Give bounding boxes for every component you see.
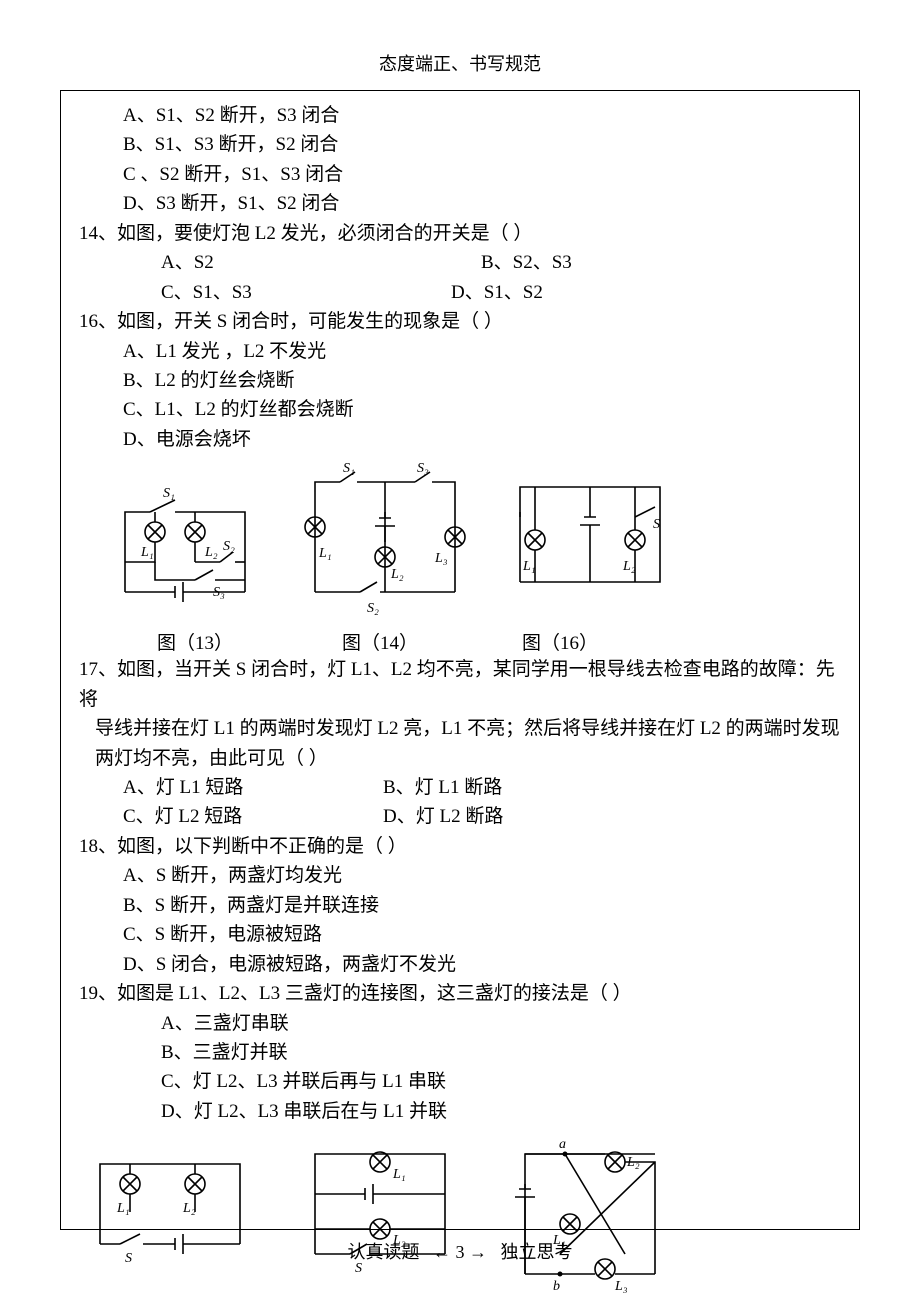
- q17-opt-c: C、灯 L2 短路: [75, 802, 383, 831]
- q17-l2: 导线并接在灯 L1 的两端时发现灯 L2 亮，L1 不亮；然后将导线并接在灯 L…: [75, 714, 845, 743]
- q19-stem: 19、如图是 L1、L2、L3 三盏灯的连接图，这三盏灯的接法是（ ）: [75, 979, 845, 1008]
- footer-right: 独立思考: [501, 1242, 573, 1262]
- footer-left: 认真读题: [348, 1242, 420, 1262]
- svg-text:S₂: S₂: [367, 601, 379, 616]
- q18-opt-d: D、S 闭合，电源被短路，两盏灯不发光: [75, 950, 845, 979]
- q16-opt-b: B、L2 的灯丝会烧断: [75, 366, 845, 395]
- svg-text:S₂: S₂: [223, 539, 235, 554]
- q14-opt-d: D、S1、S2: [451, 278, 543, 307]
- q19-opt-b: B、三盏灯并联: [75, 1038, 845, 1067]
- svg-text:S₃: S₃: [213, 585, 225, 600]
- q17-opt-a: A、灯 L1 短路: [75, 773, 383, 802]
- q19-opt-a: A、三盏灯串联: [75, 1009, 845, 1038]
- page-header: 态度端正、书写规范: [60, 50, 860, 76]
- svg-text:L₂: L₂: [204, 545, 218, 560]
- q14-opt-b: B、S2、S3: [481, 248, 572, 277]
- svg-text:L₂: L₂: [182, 1201, 196, 1216]
- svg-text:S: S: [653, 517, 660, 532]
- content-frame: A、S1、S2 断开，S3 闭合 B、S1、S3 断开，S2 闭合 C 、S2 …: [60, 90, 860, 1230]
- cap-16: 图（16）: [475, 628, 645, 655]
- svg-text:L₃: L₃: [434, 551, 448, 566]
- cap-13: 图（13）: [105, 628, 285, 655]
- q16-stem: 16、如图，开关 S 闭合时，可能发生的现象是（ ）: [75, 307, 845, 336]
- q13-opt-b: B、S1、S3 断开，S2 闭合: [75, 130, 845, 159]
- fig-14: S₁ S₃ L₁ L₂ L₃ S₂: [295, 462, 475, 622]
- q16-opt-c: C、L1、L2 的灯丝都会烧断: [75, 395, 845, 424]
- caption-row-1: 图（13） 图（14） 图（16）: [75, 628, 845, 655]
- svg-text:L₂: L₂: [390, 567, 404, 582]
- q14-opt-a: A、S2: [75, 248, 481, 277]
- q13-opt-c: C 、S2 断开，S1、S3 闭合: [75, 160, 845, 189]
- q16-opt-a: A、L1 发光 ，L2 不发光: [75, 337, 845, 366]
- q17-l1: 17、如图，当开关 S 闭合时，灯 L1、L2 均不亮，某同学用一根导线去检查电…: [75, 655, 845, 714]
- svg-text:L₁: L₁: [140, 545, 154, 560]
- fig-16: L₁ L₂ S: [505, 462, 675, 602]
- svg-text:S₃: S₃: [417, 462, 429, 476]
- svg-text:L₂: L₂: [626, 1155, 640, 1170]
- svg-text:b: b: [553, 1279, 560, 1294]
- svg-text:L₁: L₁: [116, 1201, 130, 1216]
- q18-stem: 18、如图，以下判断中不正确的是（ ）: [75, 832, 845, 861]
- q13-opt-d: D、S3 断开，S1、S2 闭合: [75, 189, 845, 218]
- page-footer: 认真读题 ← 3 → 独立思考: [0, 1238, 920, 1264]
- svg-text:S₁: S₁: [343, 462, 355, 476]
- q19-opt-d: D、灯 L2、L3 串联后在与 L1 并联: [75, 1097, 845, 1126]
- svg-text:L₁: L₁: [522, 559, 536, 574]
- arrow-left-icon: ←: [433, 1242, 451, 1262]
- q18-opt-b: B、S 断开，两盏灯是并联连接: [75, 891, 845, 920]
- svg-text:L₂: L₂: [622, 559, 636, 574]
- page-number: 3: [456, 1242, 465, 1262]
- svg-text:L₁: L₁: [318, 546, 332, 561]
- svg-text:S₁: S₁: [163, 486, 175, 501]
- q17-opt-b: B、灯 L1 断路: [383, 773, 502, 802]
- svg-text:L₃: L₃: [614, 1279, 628, 1294]
- cap-14: 图（14）: [285, 628, 475, 655]
- q17-l3: 两灯均不亮，由此可见（ ）: [75, 744, 845, 773]
- q13-opt-a: A、S1、S2 断开，S3 闭合: [75, 101, 845, 130]
- fig-13: S₁ L₁ L₂ S₂ S₃: [105, 462, 265, 612]
- diagram-row-1: S₁ L₁ L₂ S₂ S₃: [105, 462, 845, 622]
- q14-stem: 14、如图，要使灯泡 L2 发光，必须闭合的开关是（ ）: [75, 219, 845, 248]
- arrow-right-icon: →: [469, 1242, 487, 1262]
- fig-19: a L₂ L₁ b L₃: [505, 1134, 675, 1294]
- svg-text:a: a: [559, 1137, 566, 1152]
- q14-opt-c: C、S1、S3: [75, 278, 451, 307]
- q17-opt-d: D、灯 L2 断路: [383, 802, 503, 831]
- q18-opt-a: A、S 断开，两盏灯均发光: [75, 861, 845, 890]
- q19-opt-c: C、灯 L2、L3 并联后再与 L1 串联: [75, 1067, 845, 1096]
- diagram-row-2: L₁ L₂ S: [85, 1134, 845, 1294]
- q16-opt-d: D、电源会烧坏: [75, 425, 845, 454]
- q18-opt-c: C、S 断开，电源被短路: [75, 920, 845, 949]
- svg-text:L₁: L₁: [392, 1167, 406, 1182]
